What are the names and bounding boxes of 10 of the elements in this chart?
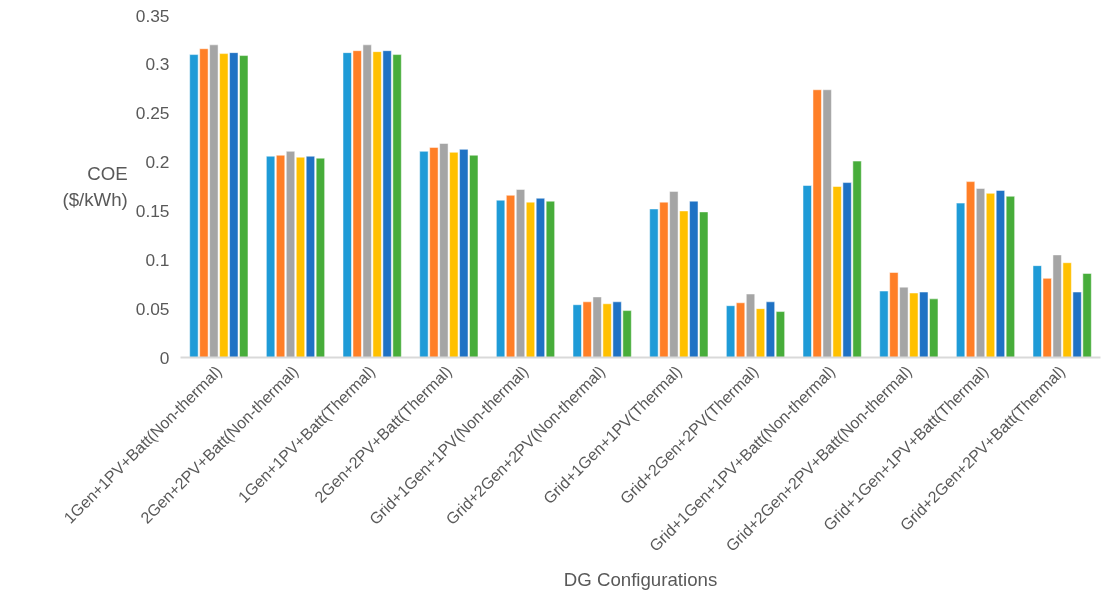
y-tick-label: 0.35 <box>135 5 170 26</box>
y-tick-label: 0.1 <box>145 249 170 270</box>
y-tick-label: 0.2 <box>145 152 170 173</box>
y-tick-label: 0 <box>159 347 170 368</box>
y-tick-label: 0.05 <box>135 298 170 319</box>
y-tick-label: 0.25 <box>135 103 170 124</box>
x-axis-title: DG Configurations <box>563 568 718 590</box>
y-axis-title: COE ($/kWh) <box>62 163 128 210</box>
y-tick-label: 0.3 <box>145 54 170 75</box>
y-tick-label: 0.15 <box>135 200 170 221</box>
